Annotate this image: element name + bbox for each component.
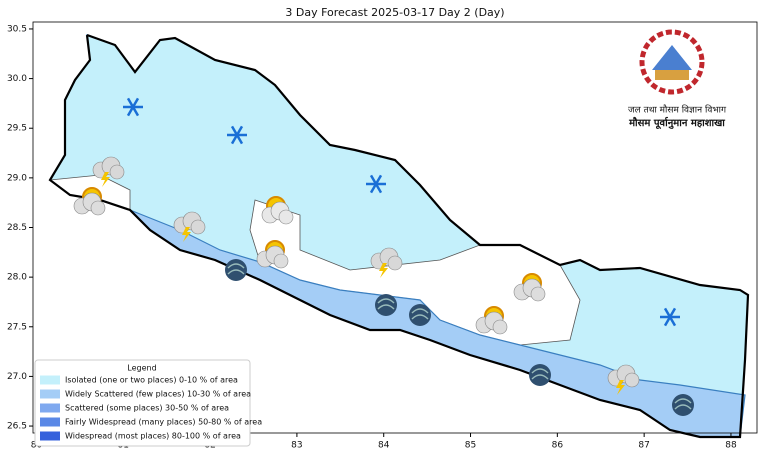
icon-bolt (616, 380, 625, 395)
legend-swatch (40, 403, 60, 413)
x-tick-label: 87 (638, 441, 649, 451)
y-tick-label: 29.0 (7, 173, 27, 183)
icon-snow (126, 97, 140, 117)
legend-label: Isolated (one or two places) 0-10 % of a… (65, 376, 238, 385)
icon-storm-swirl (531, 368, 549, 380)
x-tick-label: 86 (552, 441, 564, 451)
legend-title: Legend (127, 364, 156, 373)
y-tick-label: 28.5 (7, 223, 27, 233)
icon-cloud (190, 219, 206, 235)
icon-cloud (530, 286, 546, 302)
legend-swatch (40, 375, 60, 385)
icon-cloud (624, 372, 640, 388)
y-tick-label: 26.5 (7, 422, 27, 432)
icon-snow (369, 174, 383, 194)
x-tick-label: 84 (378, 441, 390, 451)
icon-bolt (101, 172, 110, 187)
icon-cloud (90, 200, 106, 216)
icon-cloud (273, 253, 289, 269)
x-tick-label: 88 (725, 441, 737, 451)
legend-swatch (40, 431, 60, 441)
logo-base (655, 70, 689, 80)
legend-swatch (40, 417, 60, 427)
icon-cloud (492, 319, 508, 335)
logo: जल तथा मौसम विज्ञान विभाग मौसम पूर्वानुम… (628, 29, 727, 130)
y-tick-label: 27.5 (7, 322, 27, 332)
y-tick-label: 29.5 (7, 124, 27, 134)
x-tick-label: 83 (291, 441, 302, 451)
icon-cloud (387, 255, 403, 271)
legend-label: Scattered (some places) 30-50 % of area (65, 404, 229, 413)
icon-storm-swirl (674, 398, 692, 410)
map-title: 3 Day Forecast 2025-03-17 Day 2 (Day) (285, 6, 504, 19)
y-tick-label: 30.0 (7, 74, 27, 84)
legend-label: Widespread (most places) 80-100 % of are… (65, 432, 241, 441)
logo-line2: मौसम पूर्वानुमान महाशाखा (628, 116, 725, 130)
icon-storm-swirl (377, 298, 395, 310)
logo-line1: जल तथा मौसम विज्ञान विभाग (628, 104, 727, 116)
legend-label: Widely Scattered (few places) 10-30 % of… (65, 390, 251, 399)
icon-bolt (379, 263, 388, 278)
icon-cloud (109, 164, 125, 180)
legend-label: Fairly Widespread (many places) 50-80 % … (65, 418, 262, 427)
icon-storm-swirl (227, 263, 245, 275)
y-tick-label: 30.5 (7, 24, 27, 34)
y-tick-label: 28.0 (7, 273, 27, 283)
icon-storm-swirl (411, 308, 429, 320)
icon-snow (663, 307, 677, 327)
logo-mountain (652, 45, 692, 70)
icon-cloud (278, 209, 294, 225)
y-tick-label: 27.0 (7, 372, 27, 382)
x-tick-label: 85 (465, 441, 476, 451)
icon-snow (230, 125, 244, 145)
icon-bolt (182, 227, 191, 242)
legend-box (34, 359, 251, 447)
border (48, 33, 750, 439)
legend-swatch (40, 389, 60, 399)
